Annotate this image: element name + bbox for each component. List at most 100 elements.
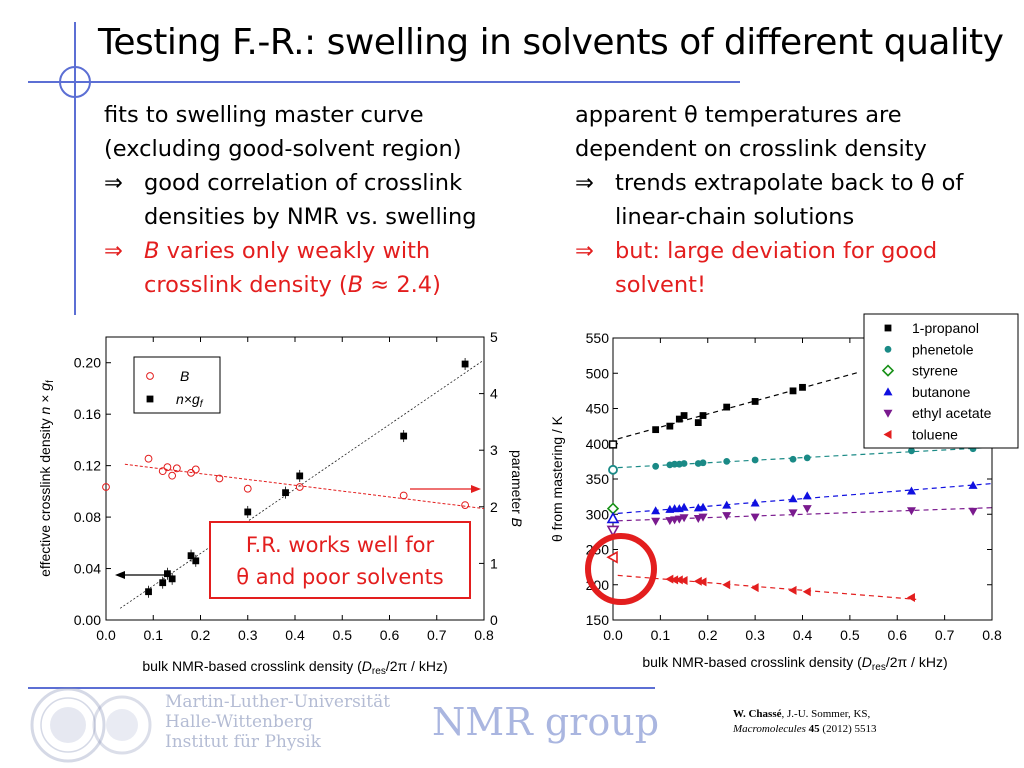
nxgf-data-point — [145, 588, 152, 596]
b-trend-line — [124, 463, 485, 510]
legend-box — [133, 356, 221, 414]
left-bullet-2-text-b: crosslink density ( — [144, 272, 348, 298]
x-tick-label: 0.5 — [333, 627, 353, 643]
b-symbol-2: B — [347, 272, 364, 298]
y-right-tick-label: 5 — [490, 329, 498, 345]
x-tick-label: 0.0 — [603, 627, 623, 643]
linear-chain-theta-0 — [608, 440, 618, 449]
x-tick-label: 0.7 — [427, 627, 447, 643]
data-point-0 — [723, 403, 731, 411]
left-bullet-1-line-1: good correlation of crosslink — [144, 170, 463, 196]
legend-marker-4 — [883, 409, 893, 418]
left-text-column: fits to swelling master curve (excluding… — [104, 98, 544, 302]
data-point-1 — [671, 460, 678, 468]
right-axis-arrowhead — [471, 485, 481, 493]
y-left-tick-label: 0.04 — [74, 561, 101, 577]
x-tick-label: 0.2 — [191, 627, 211, 643]
y-axis-label: θ from mastering / K — [549, 415, 565, 542]
data-point-5 — [698, 577, 707, 587]
x-tick-label: 0.6 — [888, 627, 908, 643]
data-point-1 — [680, 460, 688, 467]
nxgf-data-point — [400, 432, 408, 440]
legend-marker-5 — [883, 430, 892, 439]
nxgf-data-point — [168, 575, 176, 583]
linear-chain-theta-4 — [606, 525, 620, 538]
data-point-5 — [722, 580, 731, 590]
y-left-tick-label: 0.20 — [74, 355, 101, 371]
data-point-1 — [723, 457, 731, 465]
highlight-circle — [585, 533, 657, 605]
y-right-tick-label: 0 — [490, 612, 498, 628]
b-data-point — [102, 483, 110, 491]
nxgf-data-point — [187, 552, 195, 560]
nxgf-data-point — [192, 557, 200, 565]
legend-box — [863, 313, 1019, 449]
x-tick-label: 0.0 — [96, 627, 116, 643]
legend-label-1: phenetole — [912, 341, 974, 357]
b-data-point — [461, 501, 470, 510]
implies-arrow-icon: ⇒ — [104, 238, 123, 264]
reference-volume: 45 — [808, 723, 820, 735]
x-tick-label: 0.8 — [982, 627, 1002, 643]
y-left-tick-label: 0.00 — [74, 612, 101, 628]
callout-line-1: F.R. works well for — [245, 533, 435, 557]
guide-circle — [59, 66, 91, 98]
data-point-3 — [750, 498, 760, 507]
data-point-4 — [750, 513, 760, 522]
right-intro-line-2: dependent on crosslink density — [575, 136, 927, 162]
data-point-4 — [906, 507, 916, 516]
x-tick-label: 0.3 — [238, 627, 258, 643]
data-point-4 — [968, 507, 978, 516]
callout-line-2: θ and poor solvents — [236, 565, 444, 589]
data-point-3 — [651, 506, 661, 515]
x-tick-label: 0.6 — [380, 627, 400, 643]
implies-arrow-icon: ⇒ — [104, 170, 123, 196]
data-point-0 — [751, 398, 759, 405]
y-left-tick-label: 0.12 — [74, 458, 101, 474]
linear-chain-theta-1 — [608, 464, 618, 475]
data-point-0 — [699, 412, 707, 419]
x-tick-label: 0.3 — [745, 627, 765, 643]
y-right-tick-label: 3 — [490, 442, 498, 458]
data-point-4 — [698, 513, 708, 522]
data-point-1 — [652, 462, 660, 470]
y-right-tick-label: 1 — [490, 555, 498, 571]
data-point-5 — [750, 583, 759, 593]
nxgf-data-point — [296, 472, 304, 480]
x-tick-label: 0.7 — [935, 627, 955, 643]
university-seal-icon-2 — [92, 695, 152, 755]
y-tick-label: 350 — [586, 471, 610, 487]
data-point-0 — [694, 419, 702, 426]
x-tick-label: 0.2 — [698, 627, 718, 643]
data-point-1 — [908, 447, 915, 455]
y-tick-label: 400 — [586, 436, 610, 452]
b-data-point — [191, 465, 200, 474]
left-intro-line-1: fits to swelling master curve — [104, 102, 424, 128]
data-point-0 — [675, 415, 683, 423]
b-data-point — [158, 467, 167, 476]
right-bullet-2: ⇒ but: large deviation for good solvent! — [575, 234, 1015, 302]
y-left-axis-label: effective crosslink density n × gf — [37, 380, 56, 577]
data-point-4 — [722, 512, 732, 521]
data-point-0 — [789, 387, 797, 395]
implies-arrow-icon: ⇒ — [575, 170, 594, 196]
b-symbol: B — [144, 238, 160, 264]
nxgf-data-point — [164, 570, 171, 578]
data-point-3 — [906, 486, 916, 495]
right-bullet-1-line-2: linear-chain solutions — [615, 204, 855, 230]
trend-line-0 — [617, 371, 860, 440]
data-point-3 — [802, 491, 812, 500]
b-data-point — [172, 464, 181, 473]
y-right-axis-label: parameter B — [509, 450, 525, 527]
data-point-0 — [666, 422, 674, 430]
data-point-5 — [670, 575, 679, 585]
y-tick-label: 550 — [586, 330, 610, 346]
b-data-point — [144, 454, 153, 463]
x-tick-label: 0.4 — [793, 627, 813, 643]
footer-reference: W. Chassé, J.-U. Sommer, KS, Macromolecu… — [733, 707, 876, 737]
reference-year-page: (2012) 5513 — [819, 723, 877, 735]
footer-group-name: NMR group — [432, 700, 660, 744]
legend-marker-3 — [883, 387, 893, 396]
